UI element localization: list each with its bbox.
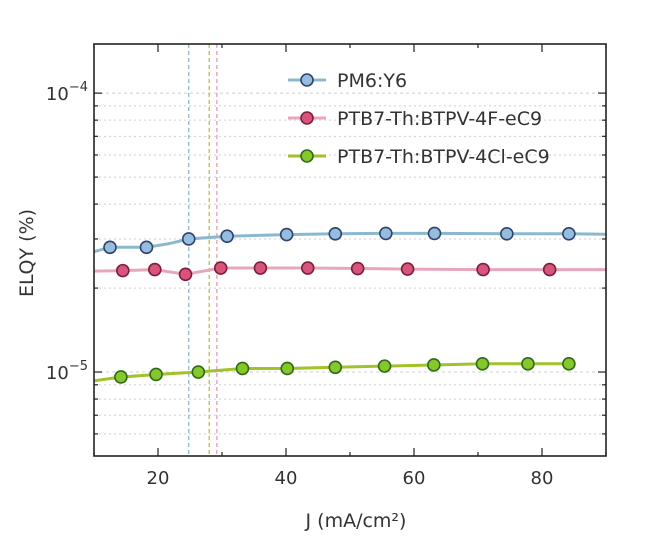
data-point <box>427 226 442 241</box>
data-point <box>116 263 130 278</box>
data-point <box>476 262 490 277</box>
data-point <box>139 240 154 255</box>
x-tick-label: 40 <box>275 468 298 489</box>
series-1 <box>93 226 607 255</box>
x-tick-label: 20 <box>147 468 170 489</box>
data-point <box>235 361 250 376</box>
data-point <box>499 227 514 241</box>
legend-item: PM6:Y6 <box>288 70 407 92</box>
data-point <box>328 227 343 241</box>
series-2 <box>93 261 606 282</box>
data-point <box>220 229 234 243</box>
x-axis-title: J (mA/cm²) <box>305 510 407 532</box>
y-tick-label: 10−5 <box>46 359 88 384</box>
series-line <box>93 231 607 254</box>
y-tick-label: 10−4 <box>46 80 88 105</box>
data-point <box>149 367 163 382</box>
data-point <box>280 361 295 376</box>
data-point <box>562 357 576 371</box>
grid-lines <box>94 92 606 435</box>
y-axis-title: ELQY (%) <box>16 209 38 297</box>
legend-marker <box>300 111 314 125</box>
data-point <box>253 261 268 275</box>
legend-label: PM6:Y6 <box>337 70 407 92</box>
data-point <box>103 240 117 255</box>
legend-item: PTB7-Th:BTPV-4Cl-eC9 <box>288 146 550 168</box>
data-point <box>328 360 343 375</box>
x-tick-label: 80 <box>531 468 554 489</box>
data-point <box>521 357 535 371</box>
data-point <box>178 267 193 282</box>
data-point <box>427 358 441 372</box>
data-point <box>191 365 206 379</box>
vertical-reference-lines <box>188 44 218 456</box>
legend-marker <box>300 73 314 87</box>
data-point <box>379 226 393 241</box>
data-point <box>562 227 576 241</box>
data-point <box>181 232 196 246</box>
data-point <box>279 227 294 242</box>
legend-label: PTB7-Th:BTPV-4Cl-eC9 <box>337 146 550 168</box>
data-point <box>213 261 228 275</box>
series-layer <box>93 226 607 384</box>
data-point <box>114 370 128 384</box>
data-point <box>542 262 557 277</box>
legend: PM6:Y6 PTB7-Th:BTPV-4F-eC9 PTB7-Th:BTPV-4C… <box>288 70 550 168</box>
data-point <box>300 261 315 275</box>
x-tick-label: 60 <box>403 468 426 489</box>
legend-label: PTB7-Th:BTPV-4F-eC9 <box>337 108 542 130</box>
data-point <box>400 262 415 276</box>
data-point <box>377 359 392 373</box>
tick-labels: 20 40 60 80 10−5 10−4 <box>46 80 554 489</box>
legend-item: PTB7-Th:BTPV-4F-eC9 <box>288 108 542 130</box>
series-3 <box>93 357 576 384</box>
series-line <box>93 266 606 276</box>
data-point <box>148 262 162 277</box>
axis-ticks <box>93 44 607 456</box>
data-point <box>350 261 365 276</box>
legend-marker <box>300 149 314 163</box>
data-point <box>475 357 490 371</box>
